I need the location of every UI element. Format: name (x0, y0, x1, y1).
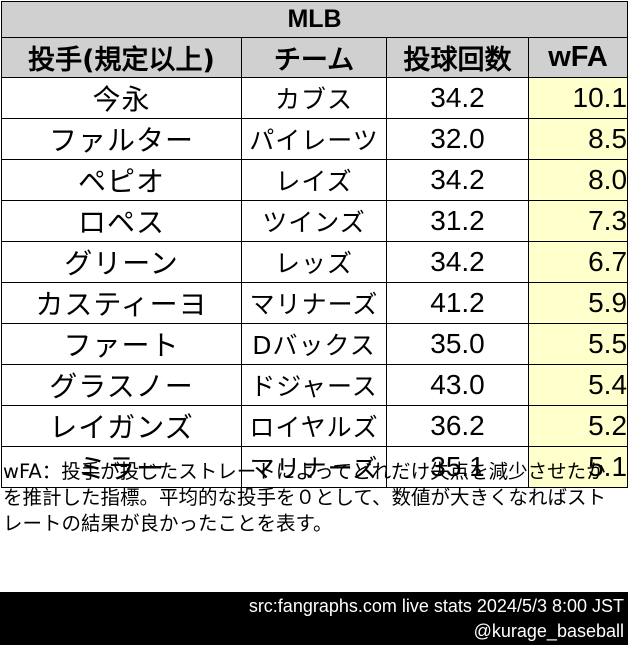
table-row: グリーン レッズ 34.2 6.7 (1, 241, 628, 283)
table-row: ペピオ レイズ 34.2 8.0 (1, 159, 628, 201)
wfa-definition-note: wFA：投手が投じたストレートによってどれだけ失点を減少させたかを推計した指標。… (3, 460, 606, 535)
pitcher-name-cell: ファルター (1, 118, 242, 160)
innings-cell: 34.2 (386, 159, 529, 201)
innings-cell: 36.2 (386, 405, 529, 447)
pitcher-wfa-table: MLB 投手(規定以上) チーム 投球回数 wFA 今永 カブス 34.2 10.1 フ… (0, 1, 628, 488)
pitcher-name-cell: ミラー (1, 446, 242, 488)
team-cell: レッズ (241, 241, 387, 283)
team-cell: マリナーズ (241, 446, 387, 488)
source-text: src:fangraphs.com live stats 2024/5/3 8:… (248, 596, 624, 616)
wfa-cell: 5.5 (527, 323, 628, 365)
table-row: グラスノー ドジャース 43.0 5.4 (1, 364, 628, 406)
header-pitcher: 投手(規定以上) (1, 37, 242, 78)
header-innings: 投球回数 (386, 37, 529, 78)
team-cell: パイレーツ (241, 118, 387, 160)
table-row: ミラー マリナーズ 35.1 5.1 (1, 446, 628, 488)
table-title: MLB (0, 1, 628, 38)
wfa-cell: 8.0 (527, 159, 628, 201)
wfa-cell: 10.1 (527, 77, 628, 119)
footer-bar: src:fangraphs.com live stats 2024/5/3 8:… (0, 592, 628, 645)
innings-cell: 34.2 (386, 241, 529, 283)
wfa-cell: 7.3 (527, 200, 628, 242)
team-cell: レイズ (241, 159, 387, 201)
team-cell: ロイヤルズ (241, 405, 387, 447)
credit-text: @kurage_baseball (473, 621, 624, 641)
pitcher-name-cell: グラスノー (1, 364, 242, 406)
header-row: 投手(規定以上) チーム 投球回数 wFA (1, 37, 628, 78)
table-row: ファルター パイレーツ 32.0 8.5 (1, 118, 628, 160)
table-row: レイガンズ ロイヤルズ 36.2 5.2 (1, 405, 628, 447)
header-wfa: wFA (527, 37, 628, 78)
pitcher-name-cell: 今永 (1, 77, 242, 119)
pitcher-name-cell: ロペス (1, 200, 242, 242)
pitcher-name-cell: レイガンズ (1, 405, 242, 447)
wfa-cell: 8.5 (527, 118, 628, 160)
team-cell: Dバックス (241, 323, 387, 365)
pitcher-name-cell: ファート (1, 323, 242, 365)
table-row: ロペス ツインズ 31.2 7.3 (1, 200, 628, 242)
wfa-cell: 5.9 (527, 282, 628, 324)
innings-cell: 43.0 (386, 364, 529, 406)
table-row: ファート Dバックス 35.0 5.5 (1, 323, 628, 365)
header-team: チーム (241, 37, 387, 78)
pitcher-name-cell: グリーン (1, 241, 242, 283)
team-cell: マリナーズ (241, 282, 387, 324)
team-cell: ドジャース (241, 364, 387, 406)
pitcher-name-cell: ペピオ (1, 159, 242, 201)
innings-cell: 35.0 (386, 323, 529, 365)
innings-cell: 35.1 (386, 446, 529, 488)
wfa-cell: 5.2 (527, 405, 628, 447)
innings-cell: 34.2 (386, 77, 529, 119)
table-row: カスティーヨ マリナーズ 41.2 5.9 (1, 282, 628, 324)
wfa-cell: 5.4 (527, 364, 628, 406)
innings-cell: 41.2 (386, 282, 529, 324)
innings-cell: 31.2 (386, 200, 529, 242)
wfa-cell: 5.1 (527, 446, 628, 488)
team-cell: カブス (241, 77, 387, 119)
innings-cell: 32.0 (386, 118, 529, 160)
table-row: 今永 カブス 34.2 10.1 (1, 77, 628, 119)
wfa-cell: 6.7 (527, 241, 628, 283)
team-cell: ツインズ (241, 200, 387, 242)
pitcher-name-cell: カスティーヨ (1, 282, 242, 324)
